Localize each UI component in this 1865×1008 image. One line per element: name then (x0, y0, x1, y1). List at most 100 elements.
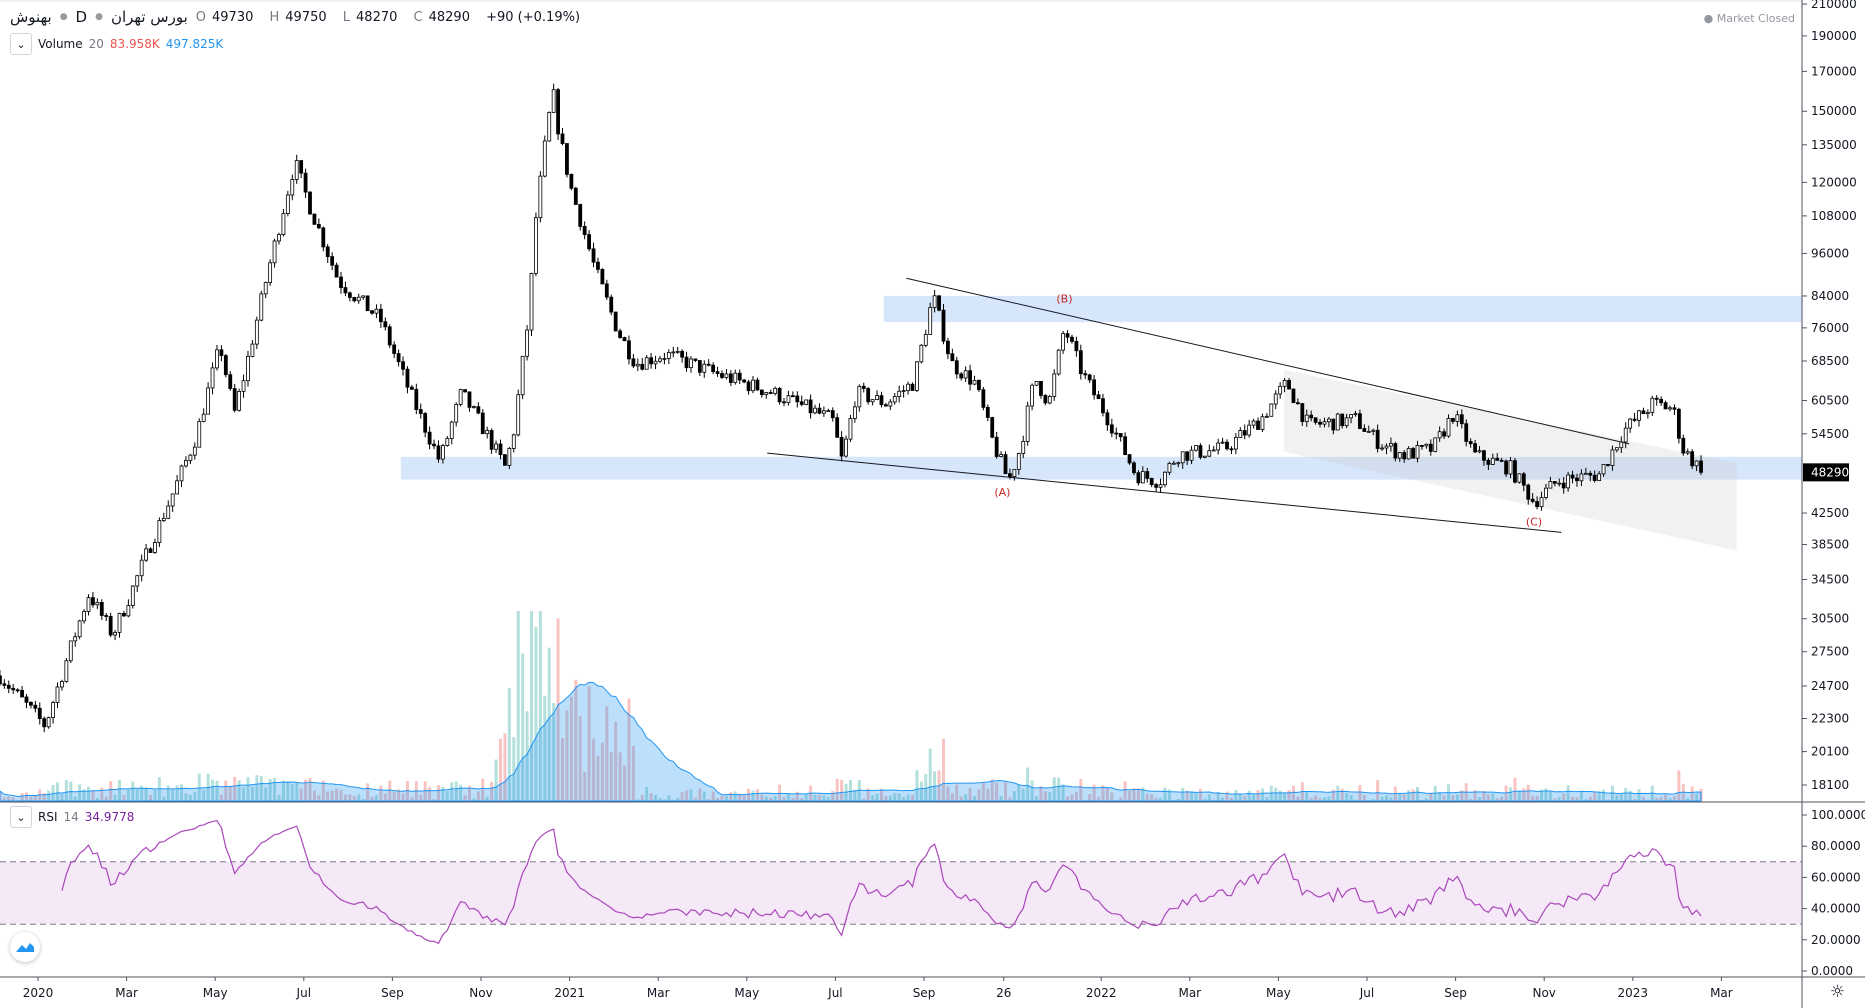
candle-body (144, 548, 148, 561)
volume-bar (747, 788, 751, 801)
volume-bar (428, 786, 432, 801)
volume-bar (800, 798, 804, 801)
tradingview-logo-icon[interactable] (10, 932, 40, 962)
candle (1242, 424, 1247, 440)
volume-bar (24, 792, 28, 801)
candle-body (472, 406, 476, 409)
volume-bar (1159, 797, 1163, 801)
volume-bar (1185, 790, 1189, 801)
candle-body (246, 355, 250, 382)
candle-body (237, 390, 242, 411)
rsi-name[interactable]: RSI (38, 810, 58, 824)
market-status: ● Market Closed (1703, 12, 1795, 25)
candle (901, 385, 906, 398)
candle (1167, 461, 1172, 476)
candle (1433, 437, 1438, 453)
candle-body (303, 172, 308, 193)
chevron-down-icon[interactable]: ⌄ (10, 806, 32, 828)
candle (1406, 446, 1411, 460)
candle (1039, 381, 1043, 399)
candle-body (507, 448, 512, 466)
candle-body (24, 696, 29, 703)
candle-body (161, 517, 166, 521)
candle-body (755, 379, 760, 391)
volume-bar (122, 795, 126, 801)
candle-body (999, 454, 1003, 457)
candle-body (197, 421, 202, 448)
volume-bar (250, 786, 254, 801)
candle-body (529, 272, 534, 331)
time-axis-label: Sep (1444, 986, 1467, 1000)
candle (1349, 414, 1353, 424)
candle (658, 355, 662, 364)
candle (857, 384, 862, 412)
candle (1238, 427, 1243, 438)
candle (64, 658, 69, 683)
candle (99, 599, 104, 620)
chevron-down-icon[interactable]: ⌄ (10, 33, 32, 55)
volume-bar (1145, 793, 1149, 801)
candle (387, 324, 392, 349)
volume-bar (383, 793, 387, 801)
candle (977, 379, 981, 392)
candle (1468, 438, 1473, 448)
candle-body (569, 173, 574, 189)
candle-body (1606, 464, 1610, 466)
volume-bar (498, 738, 502, 801)
candle-body (1420, 445, 1424, 447)
candle (702, 360, 707, 378)
volume-bar (184, 793, 188, 801)
candle (534, 212, 538, 277)
candle (126, 599, 131, 618)
price-zone (400, 456, 1802, 480)
candle (1459, 409, 1464, 429)
volume-bar (977, 789, 981, 801)
volume-bar (1132, 788, 1136, 801)
volume-bar (1291, 785, 1295, 801)
candle (1645, 409, 1650, 419)
candle (915, 361, 919, 393)
candle-body (923, 334, 928, 346)
volume-bar (512, 737, 516, 801)
interval[interactable]: D (75, 8, 88, 26)
volume-bar (910, 794, 914, 801)
volume-bar (866, 788, 870, 801)
volume-bar (1123, 781, 1127, 801)
volume-bar (233, 776, 237, 801)
high-value: 49750 (285, 9, 327, 25)
candle-body (888, 401, 893, 407)
candle (463, 389, 467, 393)
candle (254, 316, 259, 350)
candle-body (764, 392, 769, 395)
volume-bar (1416, 787, 1420, 801)
settings-gear-icon[interactable]: ☼ (1829, 982, 1845, 1002)
volume-bar (1336, 785, 1340, 801)
volume-bar (973, 795, 977, 801)
candle (396, 349, 401, 367)
volume-bar (1473, 790, 1477, 801)
candle (888, 399, 893, 411)
candle-body (649, 357, 654, 365)
candle (830, 407, 835, 422)
volume-bar (1172, 799, 1176, 801)
volume-name[interactable]: Volume (38, 37, 83, 51)
candle (516, 389, 521, 437)
candle-body (1597, 473, 1602, 481)
symbol-name[interactable]: بهنوش (10, 8, 52, 26)
candle-body (768, 392, 773, 394)
candle (188, 453, 193, 465)
candle-body (662, 358, 667, 360)
candle-body (1610, 449, 1615, 466)
candle-body (15, 689, 20, 692)
candle-body (485, 430, 490, 435)
volume-bar (631, 745, 635, 801)
volume-bar (1677, 770, 1681, 801)
volume-bar (888, 795, 892, 801)
volume-bar (733, 791, 737, 801)
volume-bar (1584, 799, 1588, 801)
candle (950, 348, 955, 362)
candle (1504, 459, 1509, 477)
candle (316, 218, 321, 230)
volume-bar (742, 795, 746, 801)
